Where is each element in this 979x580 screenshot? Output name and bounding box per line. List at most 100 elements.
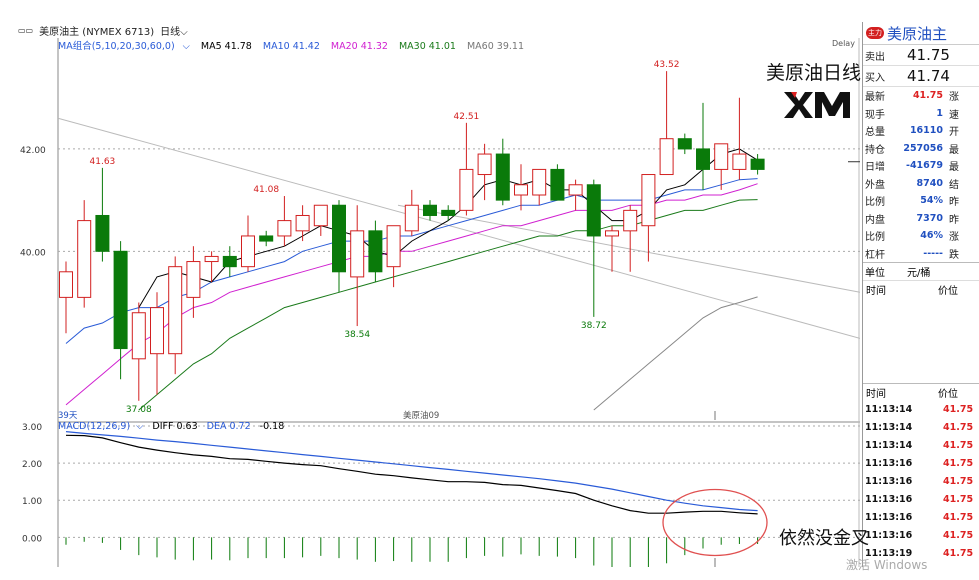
trend-line [57, 117, 861, 339]
price-tick-label: 42.00 [20, 146, 46, 156]
sell-label: 卖出 [865, 51, 885, 63]
price-header: 价位 [938, 285, 958, 297]
trade-time: 11:13:16 [865, 529, 913, 541]
stat-label: 持仓 [865, 144, 885, 156]
stat-value: 1 [936, 107, 943, 119]
candles [59, 71, 765, 401]
trade-row: 11:13:14 41.75 [863, 436, 979, 454]
trade-time: 11:13:14 [865, 421, 913, 433]
price-annotation: 37.08 [126, 405, 152, 415]
time-header: 时间 [866, 285, 886, 297]
stat-extra: 昨 [949, 197, 959, 209]
trade-row: 11:13:14 41.75 [863, 418, 979, 436]
candle-body [150, 307, 164, 355]
stat-row: 杠杆 ----- 跌 [863, 245, 979, 263]
candle-body [586, 184, 601, 237]
trade-time: 11:13:14 [865, 439, 913, 451]
candle-body [514, 184, 528, 196]
trade-price: 41.75 [943, 529, 974, 541]
contract-label: 美原油09 [403, 410, 439, 421]
macd-tick-label: 3.00 [22, 423, 42, 433]
candle-body [332, 204, 346, 273]
candle-body [641, 174, 656, 227]
trades-header: 时间 价位 [863, 383, 979, 400]
stat-value: 41.75 [912, 90, 943, 102]
ma20-label: MA20 41.32 [330, 41, 388, 52]
window-title: 美原油主 (NYMEX 6713) [39, 26, 155, 38]
sell-row: 卖出 41.75 [863, 45, 979, 66]
price-annotation: 38.72 [581, 321, 607, 331]
price-annotation: 42.51 [454, 112, 480, 122]
candle-body [131, 312, 146, 360]
trade-time: 11:13:19 [865, 547, 913, 559]
trade-time: 11:13:16 [865, 475, 913, 487]
top-strip [0, 0, 979, 22]
trades-list[interactable]: 11:13:14 41.75 11:13:14 41.75 11:13:14 41.75 1… [863, 400, 979, 562]
ma-legend[interactable]: MA组合(5,10,20,30,60,0) ⌵ MA5 41.78 MA10 41… [58, 38, 532, 52]
trade-time: 11:13:14 [865, 403, 913, 415]
trade-time: 11:13:16 [865, 511, 913, 523]
quote-header[interactable]: 主力 美原油主 [863, 22, 979, 45]
trend-lines [57, 117, 861, 339]
buy-label: 买入 [865, 72, 885, 84]
price-annotation: 41.63 [90, 157, 116, 167]
ticks-blank [863, 297, 979, 383]
window-titlebar[interactable]: ▭▭ 美原油主 (NYMEX 6713) 日线⌵ [18, 22, 860, 38]
os-watermark: 激活 Windows [846, 558, 928, 572]
candle-body [677, 138, 692, 150]
macd-tick-label: 2.00 [22, 460, 42, 470]
period-label: 日线 [160, 26, 181, 38]
trade-row: 11:13:16 41.75 [863, 472, 979, 490]
annotation-title: 美原油日线 [766, 62, 862, 84]
chart-area[interactable]: 41.63 37.08 41.08 38.54 42.51 38.72 43.52 42.0… [18, 22, 861, 573]
chart-svg: 41.63 37.08 41.08 38.54 42.51 38.72 43.52 42.0… [20, 38, 861, 573]
candle-body [59, 271, 73, 298]
stat-extra: 涨 [949, 92, 959, 104]
macd-group-label[interactable]: MACD(12,26,9) ⌵ [58, 421, 144, 432]
stat-label: 现手 [865, 109, 885, 121]
highlight-circle [662, 488, 768, 557]
ma-group-label[interactable]: MA组合(5,10,20,30,60,0) ⌵ [58, 41, 190, 52]
stat-row: 最新 41.75 涨 [863, 87, 979, 105]
stat-extra: 结 [949, 179, 959, 191]
candle-body [477, 153, 492, 176]
stat-value: 8740 [916, 177, 943, 189]
candle-body [441, 209, 456, 216]
candle-body [696, 148, 710, 170]
candle-body [423, 204, 437, 216]
candle-body [459, 168, 474, 211]
annotation-note: 依然没金叉 [779, 528, 869, 549]
macd-tick-label: 1.00 [22, 497, 42, 507]
stat-value: -41679 [906, 160, 943, 172]
dea-line [65, 431, 758, 512]
candle-body [404, 204, 419, 232]
candle-body [77, 220, 92, 298]
days-label: 39天 [58, 411, 78, 421]
stat-label: 外盘 [865, 179, 885, 191]
price-annotation: 38.54 [344, 330, 370, 340]
trade-price: 41.75 [943, 421, 974, 433]
macd-legend[interactable]: MACD(12,26,9) ⌵ DIFF 0.63 DEA 0.72 -0.18 [58, 421, 290, 432]
candle-body [732, 153, 747, 170]
ma60-label: MA60 39.11 [466, 41, 524, 52]
candle-body [186, 261, 201, 298]
stat-label: 比例 [865, 197, 885, 209]
diff-label: DIFF 0.63 [152, 421, 198, 432]
period-selector[interactable]: 日线⌵ [160, 23, 188, 38]
stat-row: 持仓 257056 最 [863, 140, 979, 158]
trade-row: 11:13:16 41.75 [863, 454, 979, 472]
delay-label: Delay [832, 39, 855, 48]
xm-logo-icon [780, 88, 854, 122]
candle-body [568, 184, 583, 196]
candle-body [113, 250, 128, 350]
stat-extra: 涨 [949, 232, 959, 244]
candle-body [277, 220, 292, 237]
candle-body [368, 230, 383, 273]
stat-row: 外盘 8740 结 [863, 175, 979, 193]
stat-value: 7370 [916, 212, 943, 224]
price-annotation: 41.08 [253, 185, 279, 195]
trade-price: 41.75 [943, 547, 974, 559]
stat-value: 16110 [909, 125, 943, 137]
dea-label: DEA 0.72 [206, 421, 251, 432]
candle-body [204, 255, 219, 263]
